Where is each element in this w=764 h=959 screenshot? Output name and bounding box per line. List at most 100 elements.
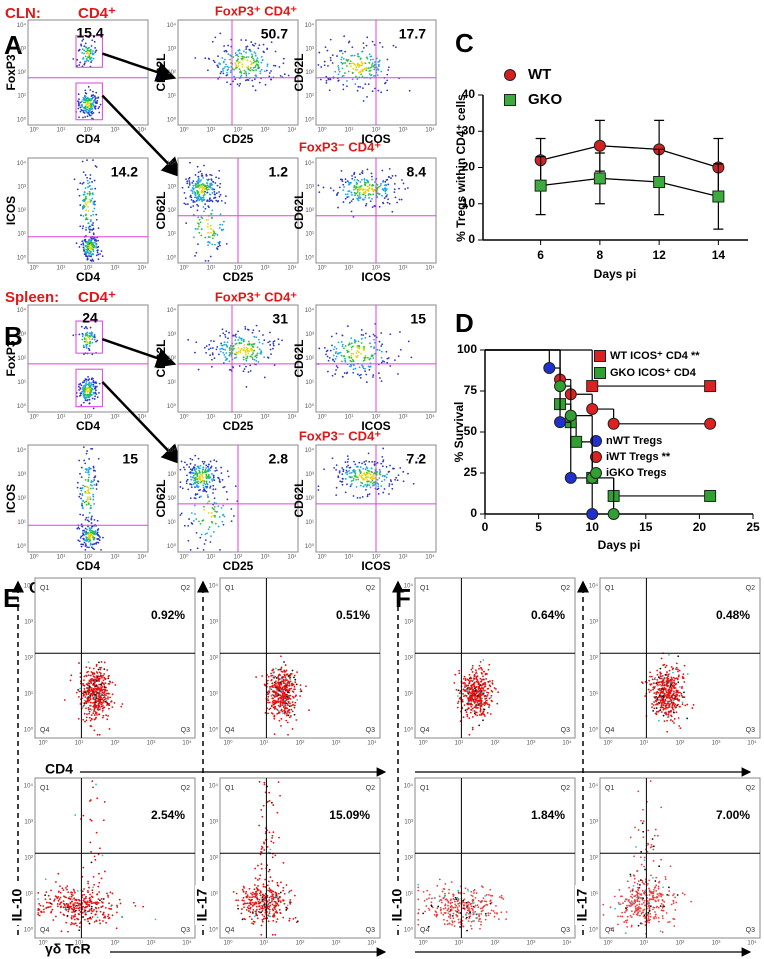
dot [86,671,88,673]
dot [96,893,98,895]
dot [246,909,248,911]
dot [39,915,41,917]
dot [369,493,371,495]
y-log-tick-label: 10¹ [305,380,314,386]
y-log-tick-label: 10³ [17,332,26,338]
dot [286,690,288,692]
dot [381,351,383,353]
dot [202,183,204,185]
dot [336,55,338,57]
dot [100,911,102,913]
dot [207,226,209,228]
dot [78,104,80,106]
dot [85,51,87,53]
dot [230,71,232,73]
dot [201,228,203,230]
dot [357,355,359,357]
dot [111,700,113,702]
dot [343,35,345,37]
dot [330,59,332,61]
dot [83,204,85,206]
dot [268,920,270,922]
dot [73,916,75,918]
dot [86,97,88,99]
dot [84,549,86,551]
dot [358,341,360,343]
dot [230,508,232,510]
dot [409,90,411,92]
dot [96,166,98,168]
y-log-tick-label: 10⁰ [167,403,177,410]
dot [384,475,386,477]
dot [347,458,349,460]
dot [53,900,55,902]
dot [385,196,387,198]
dot [91,820,93,822]
dot [242,58,244,60]
dot [98,873,100,875]
dot [79,49,81,51]
dot [97,734,99,736]
dot [243,900,245,902]
dot [91,718,93,720]
dot [256,909,258,911]
dot [89,182,91,184]
x-log-tick-label: 10³ [399,555,408,561]
dot [285,698,287,700]
dot [284,73,286,75]
dot [205,471,207,473]
dot [282,710,284,712]
dot [193,188,195,190]
dot [277,697,279,699]
dot [92,896,94,898]
dot [91,198,93,200]
x-log-tick-label: 10¹ [260,941,269,947]
dot [248,371,250,373]
dot [82,244,84,246]
dot [344,62,346,64]
dot [102,537,104,539]
dot [247,344,249,346]
dot [87,394,89,396]
dot [64,907,66,909]
dot [384,188,386,190]
dot [372,485,374,487]
dot [373,69,375,71]
dot [107,696,109,698]
dot [287,722,289,724]
dot [354,195,356,197]
dot [283,710,285,712]
dot [92,50,94,52]
dot [271,904,273,906]
dot [361,61,363,63]
x-log-tick-label: 10⁰ [179,554,189,561]
y-log-tick-label: 10⁰ [167,116,177,123]
dot [282,693,284,695]
dot [91,687,93,689]
dot [237,58,239,60]
dot [252,329,254,331]
dot [97,520,99,522]
dot [91,103,93,105]
dot [78,389,80,391]
dot [294,686,296,688]
dot [66,885,68,887]
dot [355,352,357,354]
dot [281,688,283,690]
dot [260,897,262,899]
dot [356,350,358,352]
dot [96,714,98,716]
dot [89,102,91,104]
dot [89,239,91,241]
dot [353,471,355,473]
x-log-tick-label: 10⁴ [425,414,435,421]
dot [84,341,86,343]
dot [245,360,247,362]
dot [204,543,206,545]
y-axis-label: CD62L [292,339,306,377]
dot [370,365,372,367]
dot [246,349,248,351]
dot [281,709,283,711]
dot [73,890,75,892]
dot [274,934,276,936]
